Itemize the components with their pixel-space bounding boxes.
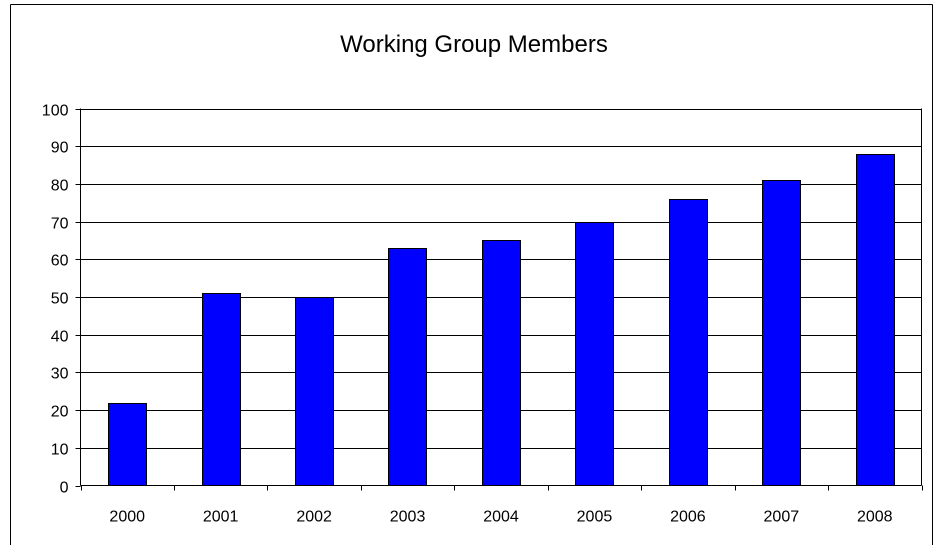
y-tick-label: 90	[51, 140, 69, 157]
y-tick-label: 0	[60, 480, 69, 497]
x-tick-label: 2000	[109, 509, 145, 526]
y-tick-label: 10	[51, 442, 69, 459]
x-tick-label: 2006	[670, 509, 706, 526]
x-tick-label: 2007	[764, 509, 800, 526]
x-tick-label: 2002	[296, 509, 332, 526]
axes	[75, 108, 923, 491]
bar-2003	[388, 248, 427, 486]
y-tick-label: 60	[51, 253, 69, 270]
y-tick-label: 80	[51, 178, 69, 195]
bar-2001	[202, 293, 241, 486]
bar-2008	[856, 154, 895, 486]
bar-2000	[108, 403, 147, 486]
y-tick-label: 70	[51, 216, 69, 233]
x-tick-label: 2008	[857, 509, 893, 526]
bar-2002	[295, 297, 334, 486]
y-tick-label: 50	[51, 291, 69, 308]
x-tick-label: 2005	[577, 509, 613, 526]
bars	[108, 154, 895, 486]
y-tick-label: 20	[51, 404, 69, 421]
y-tick-label: 100	[42, 103, 69, 120]
bar-2006	[669, 199, 708, 486]
x-tick-label: 2004	[483, 509, 519, 526]
bar-2005	[575, 222, 614, 486]
x-tick-label: 2003	[390, 509, 426, 526]
y-tick-label: 30	[51, 366, 69, 383]
bar-2004	[482, 240, 521, 486]
y-tick-label: 40	[51, 329, 69, 346]
y-axis-tick-labels: 0 10 20 30 40 50 60 70 80 90 100	[42, 103, 69, 497]
chart-title: Working Group Members	[340, 31, 608, 58]
x-tick-label: 2001	[203, 509, 239, 526]
bar-2007	[762, 180, 801, 486]
x-axis-tick-labels: 2000 2001 2002 2003 2004 2005 2006 2007 2008	[109, 509, 892, 526]
